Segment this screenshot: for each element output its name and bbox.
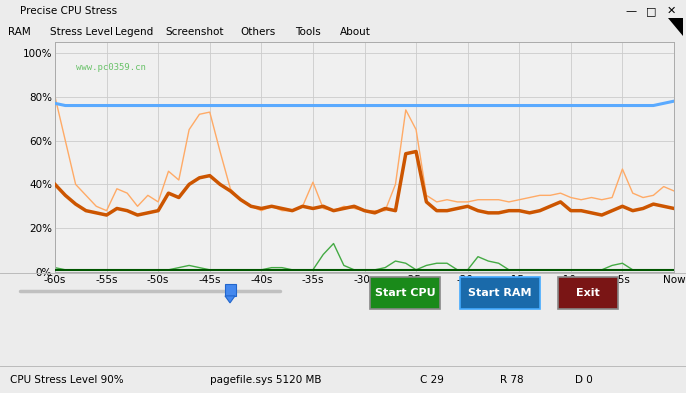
Text: Tools: Tools [295,27,321,37]
Text: Exit: Exit [576,288,600,298]
Text: About: About [340,27,371,37]
Polygon shape [225,296,235,303]
Text: Stress Level: Stress Level [50,27,113,37]
Text: Precise CPU Stress: Precise CPU Stress [20,6,117,16]
Text: R 78: R 78 [500,375,523,386]
Text: RAM: RAM [8,27,31,37]
FancyBboxPatch shape [225,284,236,296]
Text: C 29: C 29 [420,375,444,386]
Text: Others: Others [240,27,275,37]
Text: www.pc0359.cn: www.pc0359.cn [75,64,145,72]
Text: □: □ [646,6,657,16]
FancyBboxPatch shape [370,277,440,309]
Text: Legend: Legend [115,27,153,37]
Text: CPU Stress Level 90%: CPU Stress Level 90% [10,375,123,386]
FancyBboxPatch shape [558,277,618,309]
Text: —: — [626,6,637,16]
Text: D 0: D 0 [575,375,593,386]
Text: Screenshot: Screenshot [165,27,224,37]
FancyBboxPatch shape [460,277,540,309]
Text: pagefile.sys 5120 MB: pagefile.sys 5120 MB [210,375,322,386]
Text: ✕: ✕ [666,6,676,16]
Text: Start CPU: Start CPU [375,288,436,298]
Polygon shape [667,18,683,36]
Text: Start RAM: Start RAM [469,288,532,298]
